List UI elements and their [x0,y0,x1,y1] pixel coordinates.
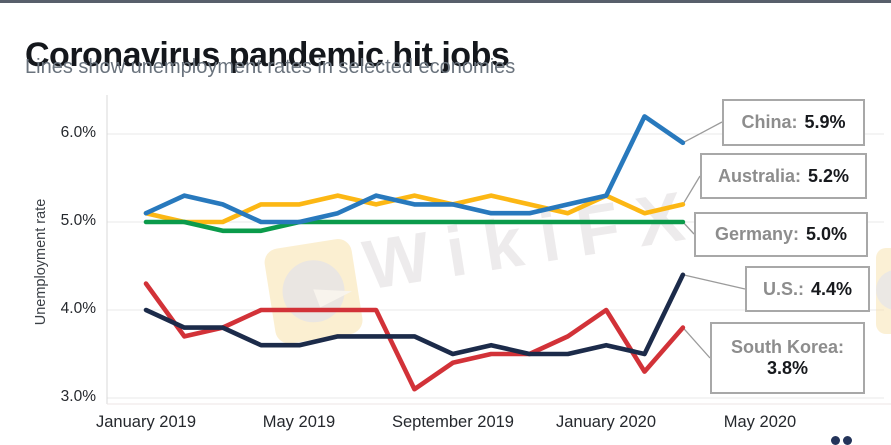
top-accent-bar [0,0,891,3]
watermark-edge-fragment [876,248,891,334]
x-tick-jan-2020: January 2020 [556,413,656,431]
callout-south-korea-label: South Korea: [730,337,844,357]
callout-connector-southkorea [682,327,711,359]
x-tick-may-2020: May 2020 [723,413,797,431]
y-tick-5: 5.0% [60,212,96,229]
callout-china: China: 5.9% [722,99,865,146]
series-line-china [143,114,686,225]
callout-south-korea-value: 3.8% [766,358,809,378]
x-tick-jan-2019: January 2019 [96,413,196,431]
callout-south-korea: South Korea: 3.8% [710,322,865,394]
callout-china-value: 5.9% [804,112,846,132]
callout-australia: Australia: 5.2% [700,153,867,199]
page-title: Coronavirus pandemic hit jobs [25,35,510,74]
callout-china-label: China: [741,112,798,132]
callout-germany-label: Germany: [714,224,799,244]
callout-germany-value: 5.0% [806,224,848,244]
series-line-germany [143,219,686,234]
series-line-southkorea [143,281,686,392]
page-subtitle: Lines show unemployment rates in selecte… [25,56,516,78]
callout-australia-label: Australia: [717,165,801,186]
callout-us-value: 4.4% [810,278,853,299]
watermark-text: WikiFX [358,174,707,304]
series-line-us [143,272,686,357]
y-tick-4: 4.0% [60,300,96,317]
series-line-australia [143,193,686,225]
line-chart: WikiFX [106,95,891,405]
callout-connector-australia [682,175,701,205]
x-tick-sep-2019: September 2019 [391,413,514,431]
x-tick-may-2019: May 2019 [262,413,336,431]
callout-us: U.S.: 4.4% [745,266,870,312]
callout-connector-germany [682,221,695,235]
y-tick-3: 3.0% [60,388,96,405]
callout-australia-value: 5.2% [808,165,850,186]
watermark-eagle-icon [282,260,345,323]
callout-connector-china [682,121,723,144]
callout-germany: Germany: 5.0% [694,212,868,257]
callout-us-label: U.S.: [762,278,804,299]
callout-connector-us [682,274,746,290]
y-tick-6: 6.0% [60,124,96,141]
